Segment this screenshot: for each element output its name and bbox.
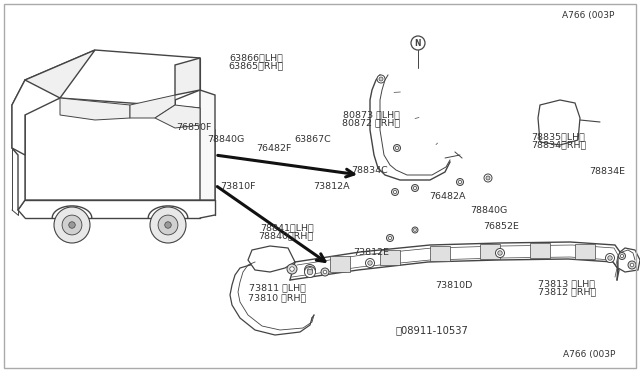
- Polygon shape: [430, 246, 450, 261]
- Text: 73812 〈RH〉: 73812 〈RH〉: [538, 288, 596, 296]
- Circle shape: [305, 266, 316, 278]
- Circle shape: [68, 222, 76, 228]
- Circle shape: [54, 207, 90, 243]
- Polygon shape: [538, 100, 580, 145]
- Text: 80873 〈LH〉: 80873 〈LH〉: [343, 110, 399, 119]
- Circle shape: [290, 267, 294, 271]
- Text: 73811 〈LH〉: 73811 〈LH〉: [249, 284, 306, 293]
- Polygon shape: [248, 246, 295, 272]
- Text: 80872 〈RH〉: 80872 〈RH〉: [342, 118, 400, 127]
- Text: N: N: [415, 38, 421, 48]
- Circle shape: [379, 77, 383, 81]
- Circle shape: [365, 259, 374, 267]
- Circle shape: [456, 179, 463, 186]
- Circle shape: [377, 75, 385, 83]
- Polygon shape: [60, 98, 130, 120]
- Circle shape: [388, 237, 392, 240]
- Text: ⓝ08911-10537: ⓝ08911-10537: [396, 326, 468, 335]
- Polygon shape: [175, 58, 200, 95]
- Circle shape: [630, 263, 634, 267]
- Text: 78834E: 78834E: [589, 167, 625, 176]
- Circle shape: [413, 229, 417, 231]
- Text: 73812A: 73812A: [314, 182, 350, 190]
- Circle shape: [394, 190, 397, 193]
- Polygon shape: [618, 248, 640, 272]
- Circle shape: [308, 267, 312, 272]
- Circle shape: [412, 227, 418, 233]
- Circle shape: [413, 186, 417, 190]
- Text: 73813 〈LH〉: 73813 〈LH〉: [538, 279, 595, 288]
- Circle shape: [605, 253, 614, 263]
- Circle shape: [307, 269, 313, 275]
- Text: 76852E: 76852E: [483, 222, 519, 231]
- Polygon shape: [25, 50, 95, 108]
- Circle shape: [618, 253, 625, 260]
- Circle shape: [498, 251, 502, 255]
- Polygon shape: [25, 50, 200, 118]
- Text: 63866〈LH〉: 63866〈LH〉: [229, 53, 283, 62]
- Polygon shape: [12, 80, 60, 155]
- Polygon shape: [155, 105, 200, 128]
- Circle shape: [396, 147, 399, 150]
- Circle shape: [458, 180, 461, 183]
- Circle shape: [484, 174, 492, 182]
- Circle shape: [394, 144, 401, 151]
- Text: 78834〈RH〉: 78834〈RH〉: [531, 141, 586, 150]
- Circle shape: [412, 185, 419, 192]
- Circle shape: [321, 268, 329, 276]
- Circle shape: [495, 248, 504, 257]
- Text: 76482A: 76482A: [429, 192, 465, 201]
- Text: 63865〈RH〉: 63865〈RH〉: [228, 62, 284, 71]
- Text: 76850F: 76850F: [176, 123, 211, 132]
- Circle shape: [158, 215, 178, 235]
- Circle shape: [287, 264, 297, 274]
- Circle shape: [628, 261, 636, 269]
- Circle shape: [392, 189, 399, 196]
- Circle shape: [411, 36, 425, 50]
- Text: A766 (003P: A766 (003P: [563, 350, 615, 359]
- Polygon shape: [130, 95, 175, 118]
- Text: 78834C: 78834C: [351, 166, 388, 175]
- Text: 78840G: 78840G: [470, 206, 508, 215]
- Text: 78840G: 78840G: [207, 135, 244, 144]
- Text: 73810 〈RH〉: 73810 〈RH〉: [248, 293, 306, 302]
- Circle shape: [305, 264, 316, 276]
- Polygon shape: [380, 250, 400, 265]
- Circle shape: [323, 270, 327, 274]
- Circle shape: [62, 215, 82, 235]
- Polygon shape: [575, 244, 595, 259]
- Polygon shape: [530, 243, 550, 259]
- Polygon shape: [480, 244, 500, 259]
- Circle shape: [608, 256, 612, 260]
- Text: 73812E: 73812E: [353, 248, 389, 257]
- Circle shape: [368, 261, 372, 265]
- Polygon shape: [25, 98, 215, 200]
- Circle shape: [164, 222, 172, 228]
- Circle shape: [486, 176, 490, 180]
- Text: 73810D: 73810D: [435, 281, 472, 290]
- Text: 73810F: 73810F: [221, 182, 256, 190]
- Text: 63867C: 63867C: [294, 135, 331, 144]
- Text: A766 (003P: A766 (003P: [562, 11, 614, 20]
- Polygon shape: [200, 90, 215, 200]
- Text: 78841〈LH〉: 78841〈LH〉: [260, 223, 314, 232]
- Polygon shape: [330, 256, 350, 272]
- Polygon shape: [12, 80, 25, 210]
- Circle shape: [620, 254, 623, 257]
- Circle shape: [387, 234, 394, 241]
- Text: 78840〈RH〉: 78840〈RH〉: [259, 232, 314, 241]
- Text: 76482F: 76482F: [256, 144, 292, 153]
- Text: 78835〈LH〉: 78835〈LH〉: [531, 132, 585, 141]
- Circle shape: [150, 207, 186, 243]
